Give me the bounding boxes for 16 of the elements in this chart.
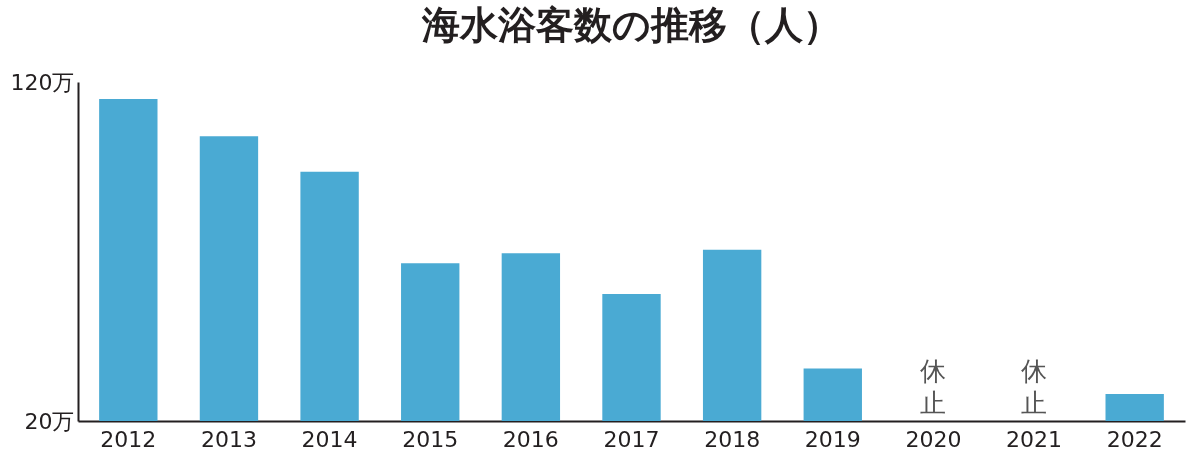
x-tick-label: 2013 [200,426,257,452]
x-tick-label: 2017 [603,426,660,452]
x-tick-label: 2021 [1006,426,1063,452]
y-tick-label: 20万 [24,408,75,434]
x-tick-label: 2022 [1106,426,1163,452]
x-tick-label: 2016 [502,426,559,452]
chart-title: 海水浴客数の推移（人） [421,3,841,47]
x-tick-label: 2015 [402,426,459,452]
x-tick-label: 2012 [100,426,157,452]
annotation: 休止 [920,356,947,418]
x-tick-label: 2014 [301,426,358,452]
x-tick-label: 2018 [704,426,761,452]
annotation: 休止 [1021,356,1048,418]
y-tick-label: 120万 [10,69,75,95]
x-tick-label: 2019 [804,426,861,452]
x-tick-label: 2020 [905,426,962,452]
